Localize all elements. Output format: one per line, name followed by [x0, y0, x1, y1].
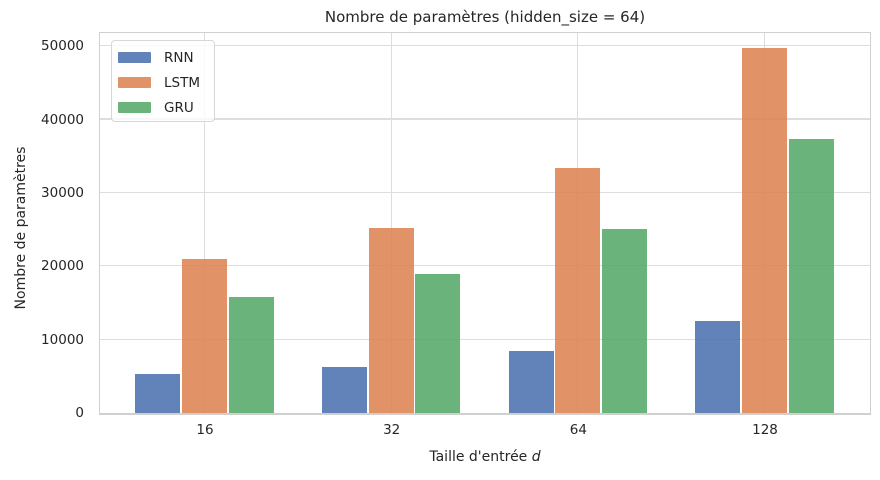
bar-rnn-32	[322, 366, 367, 413]
h-gridline-50000	[99, 45, 870, 47]
legend-swatch-gru	[118, 102, 151, 113]
h-gridline-40000	[99, 118, 870, 120]
bar-rnn-64	[508, 351, 554, 413]
bar-rnn-128	[695, 321, 741, 413]
legend-label-gru: GRU	[164, 99, 194, 116]
bar-lstm-16	[182, 258, 227, 413]
y-tick-label-20000: 20000	[41, 258, 84, 275]
y-tick-label-10000: 10000	[41, 331, 84, 348]
legend-label-rnn: RNN	[164, 49, 194, 66]
v-gridline-16	[203, 32, 206, 413]
x-axis-label-math-d: d	[531, 449, 541, 465]
legend-swatch-rnn	[118, 52, 151, 63]
y-axis-ticks: 0 10000 20000 30000 40000 50000	[0, 33, 92, 421]
bar-gru-16	[228, 297, 274, 413]
y-tick-label-40000: 40000	[41, 111, 84, 128]
h-gridline-20000	[99, 265, 870, 267]
bar-lstm-128	[742, 48, 787, 413]
x-axis-ticks: 16 32 64 128	[100, 421, 870, 441]
legend-item-lstm: LSTM	[118, 70, 214, 95]
h-gridline-10000	[99, 338, 870, 340]
v-gridline-32	[390, 32, 392, 413]
y-tick-label-30000: 30000	[41, 184, 84, 201]
x-tick-label-128: 128	[752, 422, 778, 438]
bar-lstm-32	[368, 228, 414, 413]
h-gridline-30000	[99, 191, 870, 194]
x-tick-label-64: 64	[569, 422, 587, 438]
bar-rnn-16	[135, 374, 181, 413]
x-axis-label-text: Taille d'entrée	[429, 449, 532, 465]
y-tick-label-0: 0	[75, 405, 84, 421]
x-axis-label: Taille d'entrée d	[100, 448, 870, 466]
chart-title: Nombre de paramètres (hidden_size = 64)	[324, 8, 646, 26]
legend-item-gru: GRU	[118, 95, 214, 120]
legend: RNN LSTM GRU	[111, 40, 215, 122]
bar-lstm-64	[555, 168, 601, 413]
bar-gru-32	[415, 274, 461, 413]
x-tick-label-16: 16	[196, 422, 214, 438]
legend-label-lstm: LSTM	[164, 74, 200, 91]
legend-item-rnn: RNN	[118, 45, 214, 70]
bar-gru-128	[788, 139, 834, 413]
x-tick-label-32: 32	[383, 422, 401, 438]
legend-swatch-lstm	[118, 77, 151, 88]
plot-area	[98, 31, 871, 415]
y-tick-label-50000: 50000	[41, 38, 84, 55]
bar-gru-64	[602, 229, 647, 413]
